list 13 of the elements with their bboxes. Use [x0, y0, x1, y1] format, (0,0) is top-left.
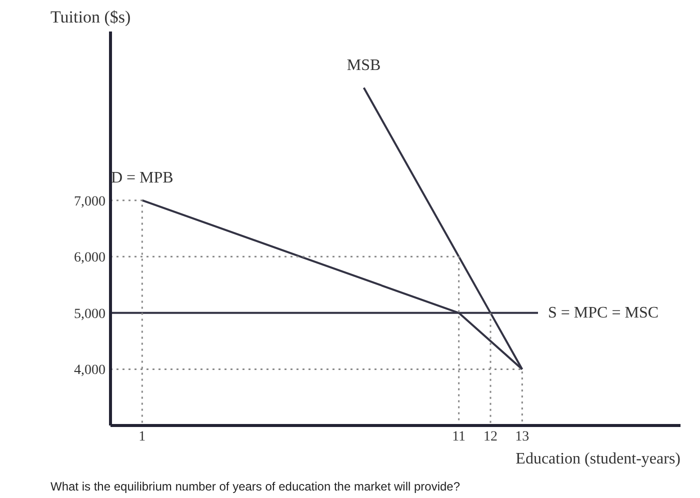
series-label: MSB	[346, 56, 381, 74]
x-tick-label: 12	[484, 430, 498, 444]
y-tick-label: 6,000	[74, 250, 106, 266]
x-tick-label: 11	[452, 430, 466, 444]
y-axis-title: Tuition ($s)	[50, 8, 131, 26]
y-tick-label: 4,000	[74, 363, 106, 378]
y-tick-label: 7,000	[74, 194, 106, 210]
text: What is the equilibrium number of years of education the market will provide?	[50, 480, 460, 494]
x-axis-title: Education (student-years)	[516, 450, 680, 468]
x-tick-label: 13	[515, 430, 530, 444]
x-tick-label: 1	[138, 430, 146, 444]
y-tick-label: 5,000	[74, 306, 106, 322]
series-label: S = MPC = MSC	[548, 304, 659, 322]
